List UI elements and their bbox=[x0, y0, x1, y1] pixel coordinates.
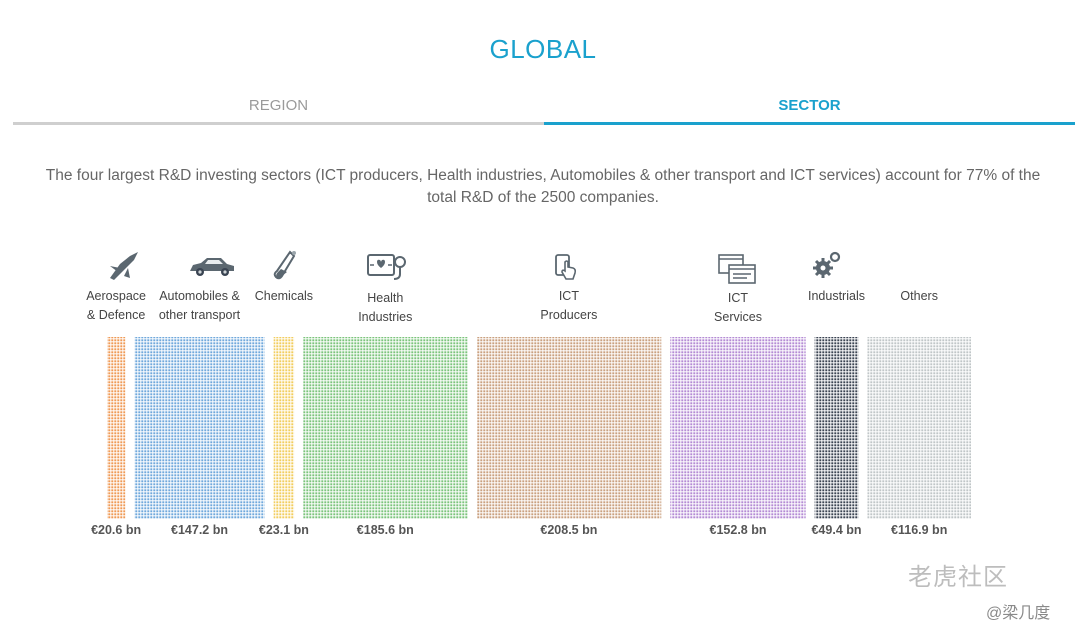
sector-label-line: Aerospace bbox=[86, 289, 146, 303]
sector-label: Health Industries bbox=[358, 289, 412, 327]
sector-label: Chemicals bbox=[255, 287, 313, 306]
sector-block-4 bbox=[303, 337, 468, 519]
sector-label-line: Others bbox=[900, 289, 938, 303]
value-label: €152.8 bn bbox=[709, 523, 767, 537]
value-label: €20.6 bn bbox=[91, 523, 142, 537]
sector-label: Aerospace & Defence bbox=[86, 287, 146, 325]
sector-label-line: & Defence bbox=[86, 308, 146, 322]
sector-label-line: Services bbox=[714, 310, 762, 324]
sector-block-5 bbox=[476, 337, 662, 519]
value-label: €23.1 bn bbox=[258, 523, 309, 537]
value-label: €49.4 bn bbox=[811, 523, 862, 537]
tab-sector[interactable]: SECTOR bbox=[544, 92, 1075, 125]
sector-label-line: Chemicals bbox=[254, 289, 314, 303]
sector-block-8 bbox=[867, 337, 971, 519]
gears-icon bbox=[813, 251, 841, 278]
phone-touch-icon bbox=[555, 254, 577, 280]
value-label: €116.9 bn bbox=[891, 523, 948, 537]
sector-label-line: Health bbox=[367, 291, 404, 305]
tab-bar: REGION SECTOR bbox=[13, 92, 1075, 126]
value-label: €147.2 bn bbox=[171, 523, 228, 537]
car-icon bbox=[190, 258, 234, 276]
watermark-logo: 老虎社区 bbox=[908, 564, 1008, 591]
sector-label-line: Automobiles & bbox=[159, 289, 240, 303]
sector-label: Automobiles & other transport bbox=[159, 287, 240, 325]
intro-text: The four largest R&D investing sectors (… bbox=[45, 167, 1041, 206]
sector-label: ICT Services bbox=[714, 289, 762, 327]
sector-label: Industrials bbox=[808, 287, 865, 306]
sector-label-line: other transport bbox=[158, 308, 241, 322]
sector-block-3 bbox=[273, 337, 295, 519]
sector-block-6 bbox=[670, 337, 806, 519]
sector-label-line: Industries bbox=[358, 310, 413, 324]
sector-label: Others bbox=[900, 287, 938, 306]
windows-icon bbox=[718, 254, 756, 284]
value-label: €208.5 bn bbox=[540, 523, 598, 537]
heart-monitor-icon bbox=[367, 254, 406, 280]
sector-label-line: ICT bbox=[558, 289, 579, 303]
page-title: GLOBAL bbox=[489, 34, 597, 64]
value-label: €185.6 bn bbox=[356, 523, 414, 537]
watermark-user: @梁几度 bbox=[986, 605, 1051, 622]
tab-region[interactable]: REGION bbox=[13, 92, 544, 125]
aeroplane-icon bbox=[110, 252, 138, 280]
sector-block-7 bbox=[814, 337, 859, 519]
sector-block-1 bbox=[107, 337, 126, 519]
sector-label-line: Industrials bbox=[808, 289, 865, 303]
sector-label-line: ICT bbox=[727, 291, 749, 305]
sector-block-2 bbox=[134, 337, 265, 519]
test-tube-icon bbox=[273, 250, 296, 280]
sector-label: ICT Producers bbox=[540, 287, 597, 325]
sector-label-line: Producers bbox=[540, 308, 598, 322]
